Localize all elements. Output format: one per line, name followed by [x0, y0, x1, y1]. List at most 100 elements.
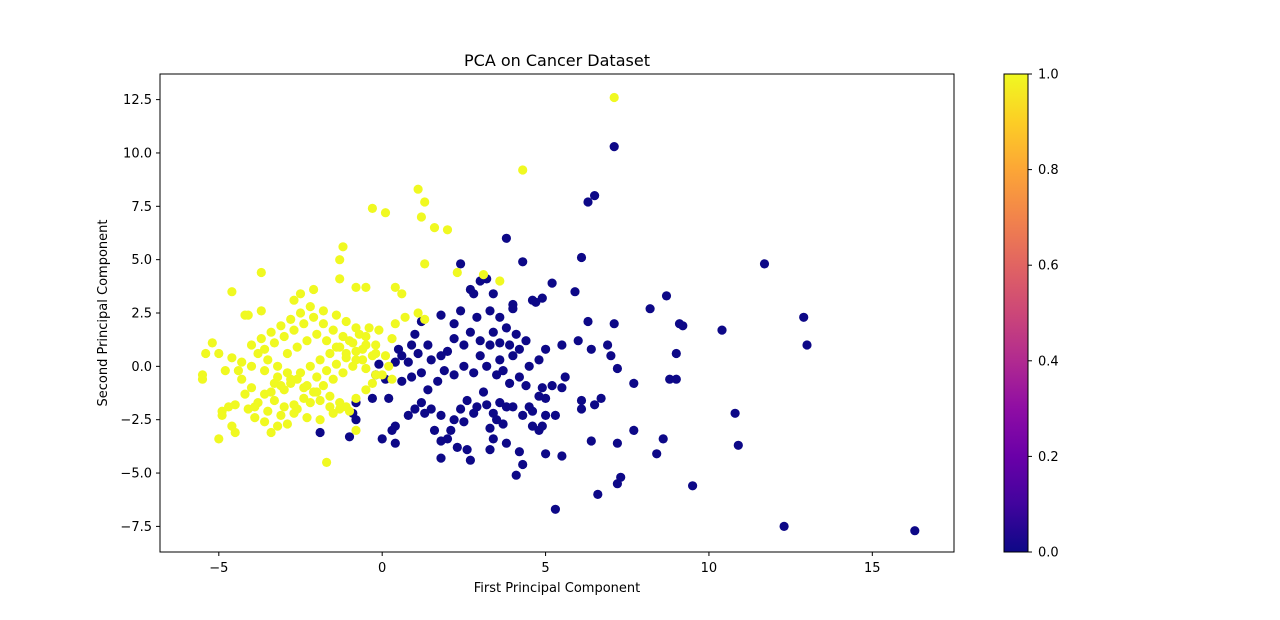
data-point-class-0 — [759, 259, 770, 269]
data-point-class-0 — [534, 391, 544, 401]
data-point-class-1 — [400, 312, 410, 322]
data-point-class-0 — [534, 355, 544, 365]
y-tick-label: −7.5 — [120, 520, 152, 535]
data-point-class-0 — [495, 398, 505, 408]
y-tick-label: 7.5 — [131, 200, 152, 215]
data-point-class-0 — [501, 438, 511, 448]
data-point-class-1 — [273, 361, 283, 371]
data-point-class-1 — [292, 342, 302, 352]
data-point-class-1 — [377, 370, 387, 380]
data-point-class-0 — [475, 351, 485, 361]
data-point-class-0 — [802, 340, 812, 350]
data-point-class-0 — [508, 351, 518, 361]
data-point-class-0 — [456, 404, 466, 414]
data-point-class-0 — [557, 340, 567, 350]
data-point-class-1 — [312, 372, 322, 382]
data-point-class-1 — [302, 413, 312, 423]
colorbar — [1003, 73, 1029, 553]
data-point-class-0 — [665, 374, 675, 384]
data-point-class-0 — [495, 355, 505, 365]
data-point-class-0 — [609, 319, 619, 329]
data-point-class-0 — [501, 323, 511, 333]
data-point-class-1 — [299, 393, 309, 403]
data-point-class-0 — [485, 340, 495, 350]
data-point-class-0 — [449, 319, 459, 329]
data-point-class-0 — [498, 366, 508, 376]
data-point-class-0 — [351, 415, 361, 425]
data-point-class-1 — [361, 385, 371, 395]
data-point-class-0 — [403, 357, 413, 367]
data-point-class-1 — [338, 242, 348, 252]
data-point-class-0 — [426, 355, 436, 365]
data-point-class-0 — [524, 361, 534, 371]
data-point-class-0 — [730, 408, 740, 418]
data-point-class-0 — [315, 427, 325, 438]
data-point-class-1 — [344, 336, 355, 346]
data-point-class-0 — [550, 410, 561, 420]
data-point-class-1 — [276, 381, 286, 391]
data-point-class-0 — [541, 449, 551, 459]
data-point-class-1 — [286, 374, 296, 384]
data-point-class-1 — [354, 329, 364, 339]
data-point-class-1 — [331, 310, 341, 320]
data-point-class-0 — [439, 366, 449, 376]
y-axis-label: Second Principal Component — [96, 220, 111, 407]
data-point-class-1 — [315, 395, 325, 406]
data-point-class-1 — [282, 348, 292, 359]
data-point-class-1 — [367, 203, 377, 213]
data-point-class-1 — [478, 270, 489, 280]
data-point-class-0 — [612, 438, 623, 448]
data-point-class-0 — [779, 521, 789, 532]
data-point-class-1 — [299, 319, 309, 329]
x-axis: −5 0 5 10 15 — [209, 552, 881, 576]
data-point-class-1 — [246, 340, 257, 350]
data-point-class-0 — [629, 378, 639, 388]
data-point-class-0 — [521, 381, 531, 391]
data-point-class-0 — [377, 434, 387, 444]
data-point-class-0 — [407, 372, 417, 382]
data-point-class-1 — [387, 334, 397, 344]
data-point-class-0 — [452, 442, 462, 452]
colorbar-tick-label: 0.6 — [1038, 259, 1059, 274]
data-point-class-0 — [616, 472, 626, 482]
data-point-class-1 — [246, 383, 257, 393]
data-point-class-1 — [429, 223, 440, 233]
data-point-class-0 — [442, 434, 453, 444]
data-point-class-1 — [256, 334, 266, 344]
data-point-class-1 — [367, 351, 377, 361]
data-point-class-0 — [501, 233, 511, 243]
data-point-class-0 — [570, 287, 580, 297]
data-point-class-1 — [318, 319, 328, 329]
colorbar-tick-label: 0.8 — [1038, 163, 1059, 178]
data-point-class-1 — [260, 344, 270, 354]
data-point-class-1 — [263, 406, 273, 416]
y-axis: −7.5 −5.0 −2.5 0.0 2.5 5.0 7.5 10.0 12.5 — [120, 93, 160, 535]
y-tick-label: −5.0 — [120, 467, 152, 482]
data-point-class-1 — [273, 421, 283, 431]
data-point-class-0 — [557, 451, 567, 461]
data-point-class-0 — [541, 410, 551, 420]
data-point-class-1 — [328, 325, 338, 335]
y-tick-label: 0.0 — [131, 360, 152, 375]
data-point-class-0 — [465, 284, 475, 295]
data-point-class-1 — [233, 366, 243, 376]
data-point-class-1 — [416, 212, 426, 222]
data-point-class-1 — [325, 391, 335, 401]
data-point-class-1 — [390, 319, 400, 329]
data-point-class-1 — [237, 374, 247, 384]
data-point-class-1 — [361, 282, 371, 292]
data-point-class-1 — [452, 267, 462, 278]
data-point-class-1 — [325, 348, 335, 359]
data-point-class-1 — [214, 348, 224, 359]
data-point-class-0 — [429, 425, 440, 435]
data-point-class-0 — [465, 455, 475, 465]
data-point-class-1 — [240, 389, 250, 399]
data-point-class-1 — [413, 308, 423, 318]
x-tick-label: 5 — [541, 561, 549, 576]
data-point-class-0 — [511, 470, 521, 480]
data-point-class-0 — [518, 257, 528, 267]
data-point-class-1 — [197, 374, 208, 384]
data-point-class-1 — [217, 410, 227, 420]
data-point-class-1 — [335, 398, 345, 408]
